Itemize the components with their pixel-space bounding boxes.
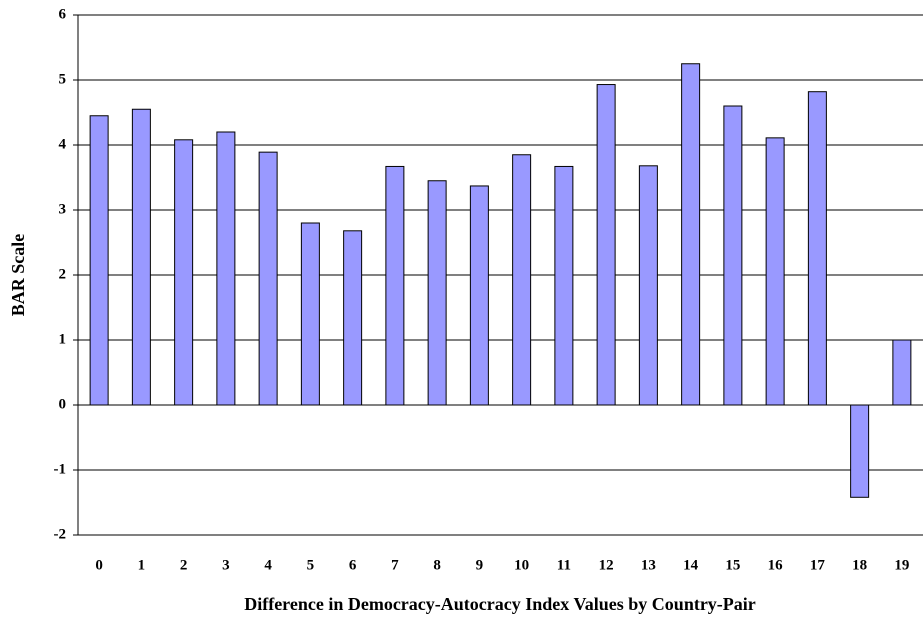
bar: [216, 131, 236, 406]
x-tick-label: 7: [391, 557, 399, 573]
x-tick-label: 13: [641, 557, 656, 573]
bar: [596, 84, 616, 406]
x-axis-title: Difference in Democracy-Autocracy Index …: [244, 594, 756, 614]
bar: [554, 165, 574, 406]
y-tick-label: 3: [59, 201, 67, 217]
bar: [427, 180, 447, 406]
y-axis-title: BAR Scale: [8, 234, 28, 317]
x-tick-label: 5: [307, 557, 315, 573]
bar: [512, 154, 532, 406]
x-tick-label: 9: [476, 557, 484, 573]
bar: [681, 63, 701, 406]
bar: [469, 185, 489, 406]
bar: [300, 222, 320, 406]
bar: [131, 108, 151, 406]
bar: [850, 404, 870, 498]
bar: [385, 165, 405, 406]
y-tick-label: 5: [59, 71, 67, 87]
x-tick-label: 18: [852, 557, 867, 573]
x-tick-label: 6: [349, 557, 357, 573]
x-tick-label: 10: [514, 557, 529, 573]
bar: [807, 91, 827, 406]
x-tick-label: 16: [768, 557, 784, 573]
x-tick-label: 14: [683, 557, 699, 573]
x-tick-label: 4: [264, 557, 272, 573]
x-tick-label: 2: [180, 557, 188, 573]
y-tick-label: 6: [59, 6, 67, 22]
x-tick-label: 17: [810, 557, 826, 573]
y-tick-label: 4: [59, 136, 67, 152]
x-tick-label: 8: [433, 557, 441, 573]
x-tick-label: 12: [599, 557, 614, 573]
bar: [258, 151, 278, 406]
bar: [174, 139, 194, 406]
y-tick-label: -2: [54, 526, 67, 542]
x-tick-label: 19: [894, 557, 909, 573]
bar: [89, 115, 109, 406]
bar: [765, 137, 785, 406]
x-tick-label: 11: [557, 557, 571, 573]
y-tick-label: -1: [54, 461, 67, 477]
y-tick-label: 1: [59, 331, 67, 347]
bar: [892, 339, 912, 406]
y-tick-label: 0: [59, 396, 67, 412]
x-tick-label: 1: [138, 557, 146, 573]
x-tick-label: 15: [725, 557, 740, 573]
bar: [638, 165, 658, 406]
x-tick-label: 0: [95, 557, 103, 573]
x-tick-label: 3: [222, 557, 230, 573]
bar: [723, 105, 743, 406]
y-tick-label: 2: [59, 266, 67, 282]
bar: [343, 230, 363, 406]
